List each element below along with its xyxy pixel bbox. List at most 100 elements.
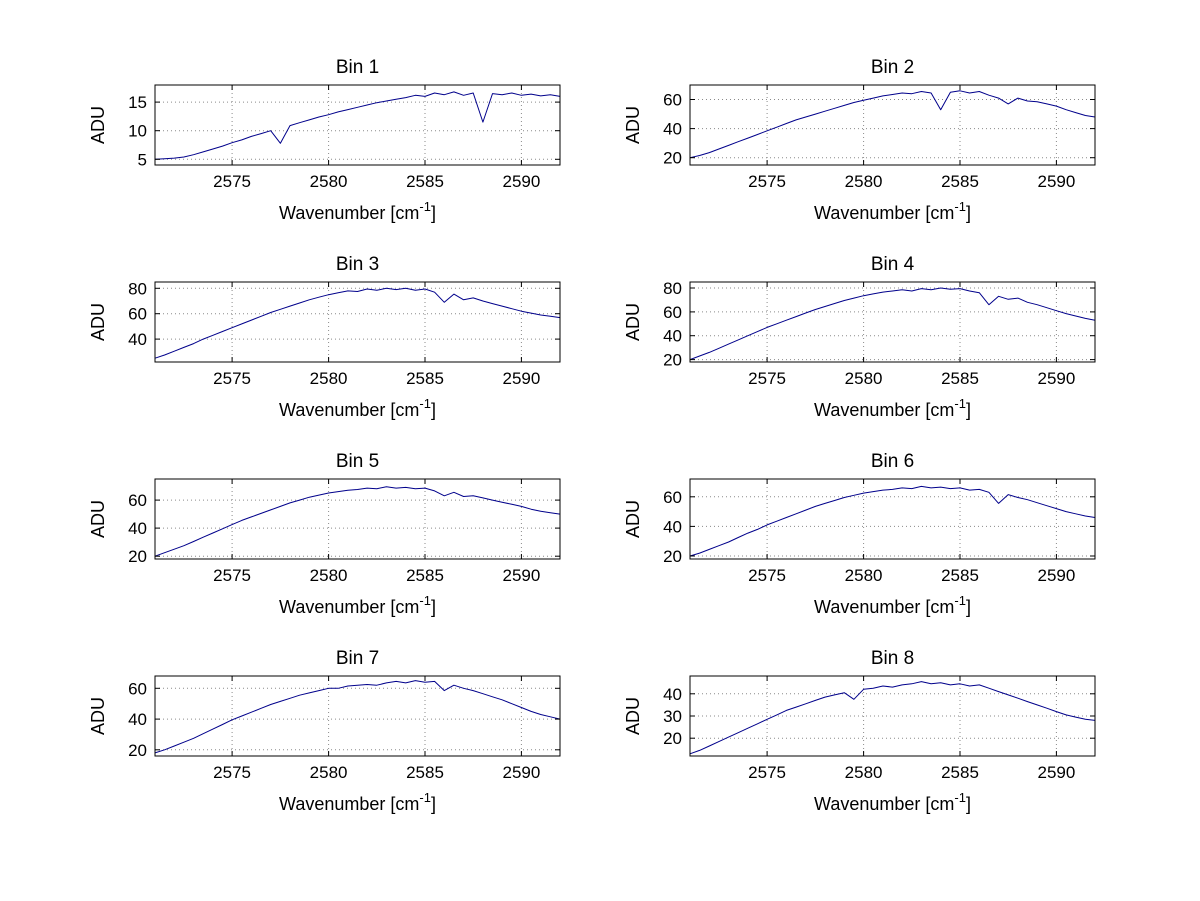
x-tick-label: 2575: [213, 763, 251, 782]
spectrum-line: [689, 681, 1096, 755]
x-tick-label: 2580: [845, 763, 883, 782]
y-tick-label: 60: [663, 91, 682, 110]
x-axis-label: Wavenumber [cm-1]: [814, 199, 971, 223]
x-tick-label: 2580: [310, 566, 348, 585]
x-tick-label: 2585: [406, 172, 444, 191]
x-tick-label: 2575: [748, 566, 786, 585]
axes-frame: [154, 478, 561, 560]
y-tick-label: 40: [663, 120, 682, 139]
subplot-title: Bin 3: [336, 254, 379, 275]
x-tick-label: 2585: [941, 369, 979, 388]
y-tick-label: 60: [128, 679, 147, 698]
plot-background: [690, 676, 1095, 756]
spectrum-line: [154, 486, 561, 557]
y-tick-label: 80: [128, 279, 147, 298]
y-axis-label: ADU: [625, 106, 643, 144]
x-tick-label: 2585: [941, 763, 979, 782]
y-tick-label: 40: [663, 685, 682, 704]
subplot-bin-2: 2575 2580 2585 2590 20 40 60 Bin 2 Wavenumber [c…: [623, 52, 1165, 252]
x-tick-label: 2585: [406, 763, 444, 782]
x-axis-label: Wavenumber [cm-1]: [279, 593, 436, 617]
subplot-title: Bin 1: [336, 57, 379, 78]
spectrum-line: [689, 485, 1096, 557]
subplot-title: Bin 7: [336, 648, 379, 669]
subplot-bin-8: 2575 2580 2585 2590 20 30 40 Bin 8 Wavenumber [c…: [623, 643, 1165, 843]
x-tick-label: 2575: [748, 763, 786, 782]
spectrum-line: [154, 680, 561, 754]
y-tick-label: 40: [663, 327, 682, 346]
subplot-bin-4: 2575 2580 2585 2590 20 40 60 80 Bin 4 Wavenumber …: [623, 249, 1165, 449]
y-axis-label: ADU: [90, 303, 108, 341]
subplot-title: Bin 8: [871, 648, 914, 669]
x-axis-label: Wavenumber [cm-1]: [279, 396, 436, 420]
x-tick-label: 2575: [213, 369, 251, 388]
chart-svg: 2575 2580 2585 2590 20 30 40 Bin 8 Wavenumber [c…: [623, 648, 1096, 814]
axes-frame: [689, 84, 1096, 166]
chart-svg: 2575 2580 2585 2590 20 40 60 Bin 7 Wavenumber [c…: [88, 648, 561, 814]
x-axis-label: Wavenumber [cm-1]: [279, 790, 436, 814]
x-tick-label: 2575: [748, 172, 786, 191]
subplot-title: Bin 4: [871, 254, 915, 275]
subplot-title: Bin 2: [871, 57, 914, 78]
y-tick-label: 10: [128, 122, 147, 141]
x-tick-label: 2590: [502, 172, 540, 191]
axes-frame: [154, 84, 561, 166]
y-tick-label: 80: [663, 279, 682, 298]
plot-background: [155, 85, 560, 165]
x-axis-label: Wavenumber [cm-1]: [279, 199, 436, 223]
subplot-bin-3: 2575 2580 2585 2590 40 60 80 Bin 3 Wavenumber [c…: [88, 249, 630, 449]
x-tick-label: 2590: [502, 369, 540, 388]
chart-svg: 2575 2580 2585 2590 20 40 60 80 Bin 4 Wavenumber …: [623, 254, 1096, 420]
axes-frame: [154, 675, 561, 757]
axes-frame: [689, 281, 1096, 363]
x-axis-label: Wavenumber [cm-1]: [814, 790, 971, 814]
x-tick-label: 2575: [213, 566, 251, 585]
y-tick-label: 30: [663, 707, 682, 726]
plot-background: [155, 676, 560, 756]
subplot-title: Bin 6: [871, 451, 914, 472]
spectrum-line: [689, 287, 1096, 361]
x-tick-label: 2580: [845, 566, 883, 585]
y-tick-label: 20: [128, 741, 147, 760]
y-tick-label: 40: [128, 519, 147, 538]
y-tick-label: 20: [663, 351, 682, 370]
subplot-bin-7: 2575 2580 2585 2590 20 40 60 Bin 7 Wavenumber [c…: [88, 643, 630, 843]
x-tick-label: 2590: [502, 763, 540, 782]
y-tick-label: 20: [128, 547, 147, 566]
y-axis-label: ADU: [625, 697, 643, 735]
chart-svg: 2575 2580 2585 2590 20 40 60 Bin 5 Wavenumber [c…: [88, 451, 561, 617]
y-axis-label: ADU: [90, 500, 108, 538]
y-tick-label: 60: [128, 491, 147, 510]
x-tick-label: 2580: [310, 369, 348, 388]
y-tick-label: 15: [128, 93, 147, 112]
y-axis-label: ADU: [625, 303, 643, 341]
y-axis-label: ADU: [90, 697, 108, 735]
plot-background: [690, 479, 1095, 559]
spectrum-line: [154, 287, 561, 359]
y-tick-label: 60: [663, 488, 682, 507]
subplot-title: Bin 5: [336, 451, 379, 472]
y-tick-label: 40: [663, 517, 682, 536]
spectrum-line: [154, 91, 561, 160]
y-tick-label: 60: [128, 305, 147, 324]
plot-background: [155, 282, 560, 362]
y-axis-label: ADU: [625, 500, 643, 538]
x-tick-label: 2590: [1037, 566, 1075, 585]
x-tick-label: 2590: [1037, 172, 1075, 191]
chart-svg: 2575 2580 2585 2590 20 40 60 Bin 2 Wavenumber [c…: [623, 57, 1096, 223]
y-axis-label: ADU: [90, 106, 108, 144]
x-tick-label: 2585: [941, 172, 979, 191]
x-tick-label: 2590: [1037, 369, 1075, 388]
x-tick-label: 2575: [748, 369, 786, 388]
y-tick-label: 20: [663, 547, 682, 566]
axes-frame: [689, 478, 1096, 560]
x-tick-label: 2580: [845, 172, 883, 191]
axes-frame: [154, 281, 561, 363]
subplot-bin-1: 2575 2580 2585 2590 5 10 15 Bin 1 Wavenumber [cm…: [88, 52, 630, 252]
x-axis-label: Wavenumber [cm-1]: [814, 396, 971, 420]
x-tick-label: 2580: [310, 172, 348, 191]
y-tick-label: 60: [663, 303, 682, 322]
y-tick-label: 5: [138, 150, 147, 169]
spectrum-line: [689, 90, 1096, 159]
